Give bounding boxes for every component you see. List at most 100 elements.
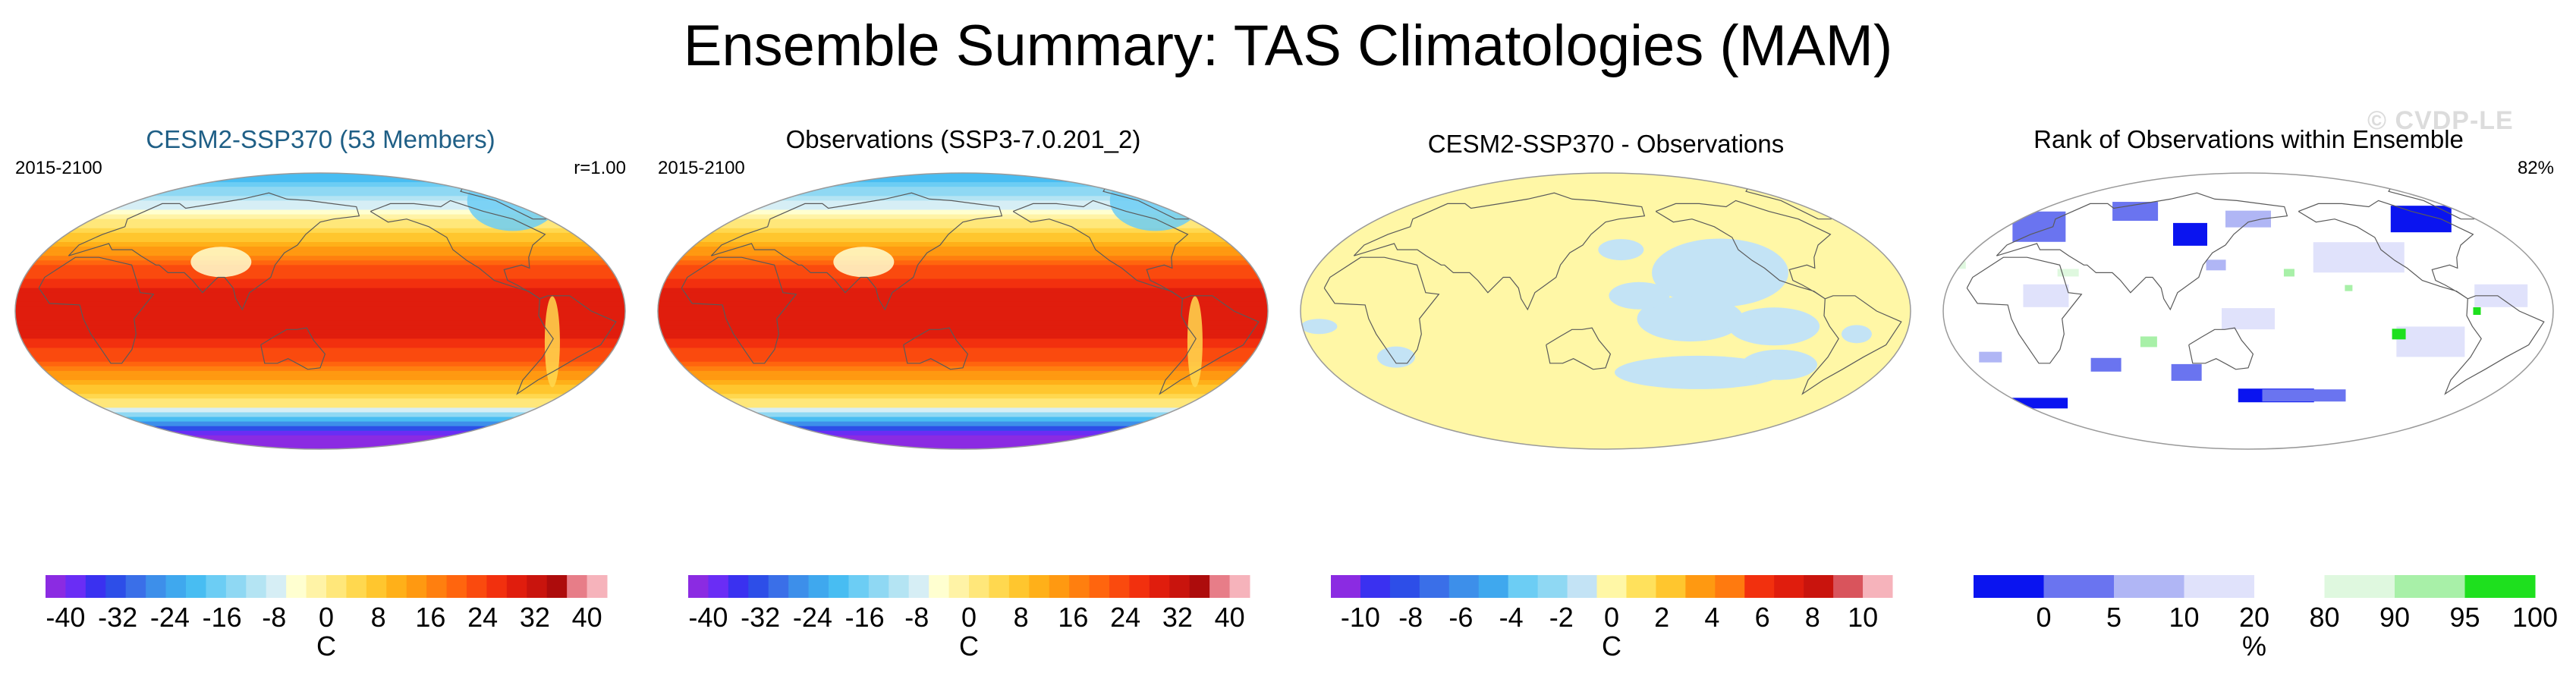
colorbar-segment	[848, 575, 870, 598]
rank-cell	[2313, 242, 2405, 273]
latitude-band	[15, 357, 625, 363]
colorbar-segment	[85, 575, 106, 598]
latitude-band	[15, 187, 625, 193]
panel-title: CESM2-SSP370 (53 Members)	[146, 125, 495, 153]
colorbar-segment	[1360, 575, 1391, 598]
colorbar-segment	[2254, 575, 2325, 598]
colorbar-segment	[829, 575, 849, 598]
coastline	[1323, 256, 1440, 364]
colorbar-tick-label: -6	[1448, 602, 1473, 633]
colorbar-segment	[708, 575, 729, 598]
colorbar-segment	[467, 575, 487, 598]
colorbar-segment	[146, 575, 167, 598]
colorbar-tick-label: -8	[904, 602, 929, 633]
rank-cell	[2473, 307, 2481, 315]
latitude-band	[658, 196, 1268, 202]
colorbar-tick-label: 10	[2169, 602, 2199, 633]
colorbar-tick-label: 6	[1755, 602, 1770, 633]
latitude-band	[15, 430, 625, 436]
latitude-band	[15, 403, 625, 409]
colorbar-segment	[1833, 575, 1864, 598]
latitude-band	[658, 426, 1268, 432]
colorbar-segment	[788, 575, 810, 598]
colorbar-tick-label: -16	[845, 602, 885, 633]
latitude-band	[658, 297, 1268, 303]
colorbar-segment	[426, 575, 448, 598]
colorbar-segment	[1448, 575, 1480, 598]
colorbar-tick-label: 0	[2036, 602, 2051, 633]
latitude-band	[15, 394, 625, 400]
latitude-band	[15, 232, 625, 238]
panel-rank: Rank of Observations within Ensemble 82%…	[1928, 114, 2569, 675]
latitude-band	[658, 320, 1268, 326]
colorbar-tick-label: 20	[2239, 602, 2269, 633]
colorbar-segment	[125, 575, 146, 598]
latitude-band	[658, 200, 1268, 206]
latitude-band	[658, 301, 1268, 307]
coastline	[1159, 295, 1260, 395]
latitude-band	[15, 421, 625, 427]
map-border	[657, 172, 1269, 450]
latitude-band	[658, 329, 1268, 335]
colorbar-segment	[1069, 575, 1090, 598]
map-model-climatology	[14, 172, 626, 450]
latitude-band	[658, 430, 1268, 436]
colorbar-segment	[969, 575, 989, 598]
colorbar-model: -40 -32 -24 -16 -8 0 8 16 24 32 40 C	[46, 575, 608, 662]
colorbar-segment	[246, 575, 267, 598]
anomaly-patch	[833, 247, 895, 278]
colorbar-segment	[1974, 575, 2044, 598]
colorbar-segment	[1596, 575, 1627, 598]
colorbar-segment	[2043, 575, 2115, 598]
coastline	[2188, 327, 2254, 370]
colorbar-segment	[346, 575, 367, 598]
colorbar-segment	[1626, 575, 1656, 598]
latitude-band	[15, 444, 625, 449]
latitude-band	[658, 209, 1268, 215]
latitude-band	[15, 311, 625, 317]
map-border	[1942, 172, 2554, 450]
anomaly-patch	[1187, 296, 1203, 388]
colorbar-tick-label: 32	[1162, 602, 1193, 633]
coastline	[1996, 192, 2288, 311]
latitude-band	[658, 292, 1268, 298]
anomaly-patch	[190, 247, 252, 278]
colorbar-tick-label: 10	[1848, 602, 1878, 633]
colorbar-tick-label: -2	[1549, 602, 1574, 633]
figure-title: Ensemble Summary: TAS Climatologies (MAM…	[683, 14, 1893, 78]
colorbar-tick-label: 0	[319, 602, 334, 633]
latitude-band	[15, 352, 625, 358]
coastline	[710, 192, 1003, 311]
colorbar-tick-label: 100	[2512, 602, 2558, 633]
latitude-band	[658, 435, 1268, 441]
latitude-band	[658, 417, 1268, 423]
colorbar-tick-label: 80	[2309, 602, 2339, 633]
colorbar-segment	[286, 575, 307, 598]
latitude-band	[15, 297, 625, 303]
colorbar-segment	[1419, 575, 1450, 598]
latitude-band	[15, 214, 625, 220]
colorbar-segment	[1537, 575, 1568, 598]
latitude-band	[15, 269, 625, 275]
latitude-band	[658, 352, 1268, 358]
colorbar-segment	[728, 575, 749, 598]
panel-title: Observations (SSP3-7.0.201_2)	[785, 125, 1141, 153]
coastline	[2298, 200, 2474, 300]
rank-cell	[2396, 326, 2465, 357]
latitude-band	[15, 223, 625, 229]
negative-region	[1741, 349, 1818, 380]
latitude-band	[15, 435, 625, 441]
colorbar-tick-label: 2	[1654, 602, 1669, 633]
latitude-band	[15, 329, 625, 335]
negative-region	[1609, 281, 1670, 310]
latitude-band	[15, 283, 625, 289]
colorbar-unit: C	[316, 630, 336, 662]
latitude-band	[658, 347, 1268, 354]
period-label: 2015-2100	[658, 158, 745, 178]
latitude-band	[15, 361, 625, 367]
latitude-band	[15, 200, 625, 206]
latitude-band	[658, 338, 1268, 344]
colorbar-segment	[1508, 575, 1539, 598]
colorbar-tick-label: 24	[467, 602, 498, 633]
colorbar-tick-label: -16	[203, 602, 242, 633]
